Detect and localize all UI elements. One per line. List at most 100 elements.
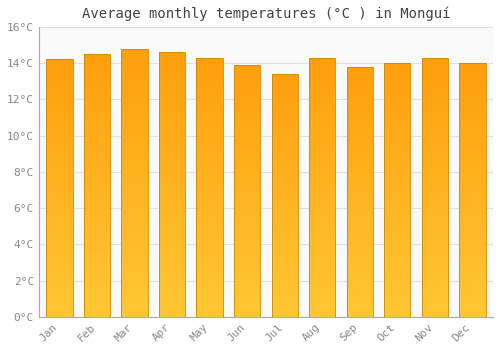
Bar <box>122 117 148 118</box>
Bar <box>272 128 298 130</box>
Bar <box>460 306 485 307</box>
Bar <box>384 134 410 135</box>
Bar <box>122 240 148 242</box>
Bar <box>460 171 485 172</box>
Bar <box>384 82 410 83</box>
Bar <box>196 178 223 180</box>
Bar <box>384 183 410 185</box>
Bar <box>196 259 223 260</box>
Bar <box>122 65 148 66</box>
Bar <box>309 291 336 292</box>
Bar <box>159 281 185 282</box>
Bar <box>234 260 260 261</box>
Bar <box>384 312 410 313</box>
Bar <box>46 110 72 111</box>
Bar <box>272 182 298 183</box>
Bar <box>384 257 410 258</box>
Bar <box>346 103 373 104</box>
Bar <box>346 239 373 240</box>
Bar <box>46 224 72 225</box>
Bar <box>422 244 448 245</box>
Bar <box>460 95 485 96</box>
Bar <box>346 137 373 138</box>
Bar <box>460 206 485 208</box>
Bar <box>84 206 110 208</box>
Bar <box>422 294 448 295</box>
Bar <box>309 241 336 243</box>
Bar <box>159 114 185 116</box>
Bar <box>309 120 336 121</box>
Bar <box>46 174 72 175</box>
Bar <box>272 240 298 241</box>
Bar <box>46 144 72 146</box>
Bar <box>122 178 148 180</box>
Bar <box>84 263 110 264</box>
Bar <box>234 231 260 232</box>
Bar <box>234 287 260 288</box>
Bar <box>346 282 373 283</box>
Bar <box>84 315 110 317</box>
Bar <box>234 176 260 177</box>
Bar <box>422 216 448 217</box>
Bar <box>346 244 373 245</box>
Bar <box>460 134 485 135</box>
Bar <box>159 214 185 215</box>
Bar <box>272 152 298 153</box>
Bar <box>272 271 298 272</box>
Bar <box>122 273 148 274</box>
Bar <box>159 108 185 109</box>
Bar <box>234 201 260 202</box>
Bar <box>159 243 185 244</box>
Bar <box>46 179 72 180</box>
Bar <box>384 307 410 308</box>
Bar <box>46 275 72 277</box>
Bar <box>384 229 410 231</box>
Bar <box>384 233 410 235</box>
Bar <box>84 179 110 180</box>
Bar <box>422 312 448 313</box>
Bar <box>234 220 260 221</box>
Bar <box>234 241 260 243</box>
Bar <box>384 306 410 307</box>
Bar <box>196 58 223 59</box>
Bar <box>460 247 485 248</box>
Bar <box>122 82 148 83</box>
Bar <box>46 299 72 300</box>
Bar <box>159 132 185 133</box>
Bar <box>84 212 110 213</box>
Bar <box>159 257 185 259</box>
Bar <box>309 265 336 266</box>
Bar <box>384 193 410 194</box>
Bar <box>196 194 223 195</box>
Bar <box>384 256 410 257</box>
Bar <box>159 193 185 194</box>
Bar <box>346 249 373 251</box>
Bar <box>460 63 485 317</box>
Bar <box>234 158 260 159</box>
Bar <box>272 311 298 312</box>
Bar <box>196 184 223 186</box>
Bar <box>272 259 298 260</box>
Bar <box>46 195 72 196</box>
Bar <box>46 284 72 285</box>
Bar <box>272 222 298 223</box>
Bar <box>460 218 485 219</box>
Bar <box>272 284 298 285</box>
Bar <box>422 102 448 103</box>
Bar <box>122 239 148 240</box>
Bar <box>84 117 110 118</box>
Bar <box>234 100 260 102</box>
Bar <box>460 271 485 272</box>
Bar <box>159 314 185 315</box>
Bar <box>460 243 485 245</box>
Bar <box>346 166 373 167</box>
Bar <box>309 143 336 145</box>
Bar <box>46 166 72 168</box>
Bar <box>46 274 72 275</box>
Bar <box>422 237 448 238</box>
Bar <box>384 158 410 160</box>
Bar <box>122 248 148 250</box>
Bar <box>309 116 336 117</box>
Bar <box>122 159 148 160</box>
Bar <box>234 316 260 317</box>
